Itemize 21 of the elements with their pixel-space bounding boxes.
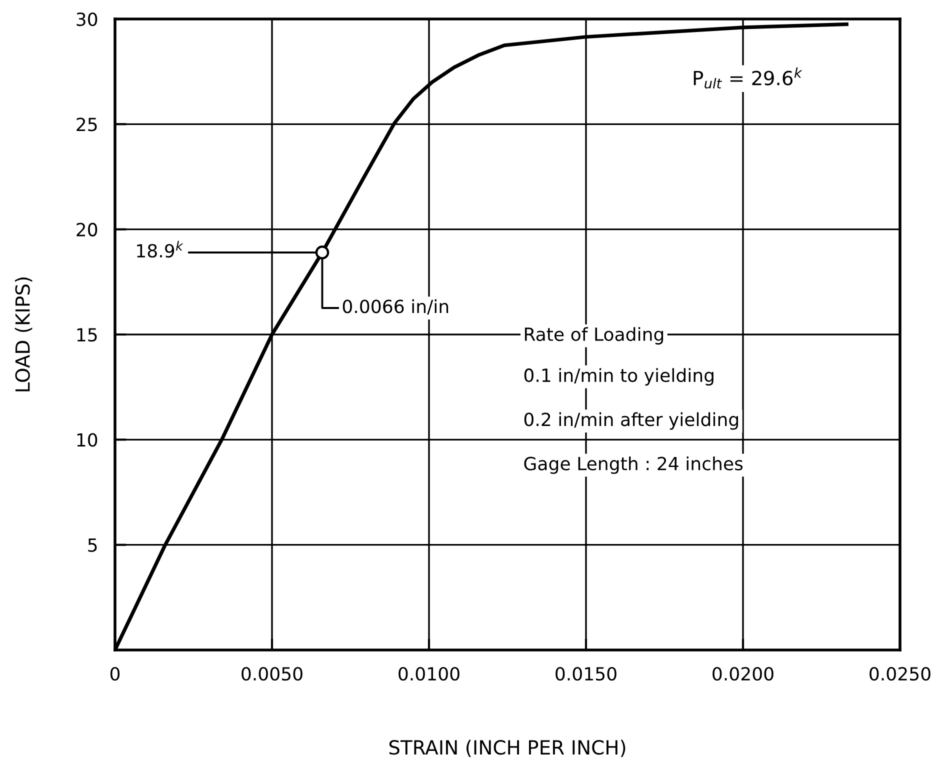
annotation: 18.9$^{k}$	[137, 240, 184, 258]
y-tick-label: 25	[76, 118, 97, 132]
annotation: P$_{ult}$ = 29.6$^{k}$	[694, 67, 802, 89]
x-tick-label: 0.0250	[870, 666, 930, 681]
x-tick-label: 0.0200	[712, 666, 774, 681]
x-tick-label: 0.0150	[556, 666, 616, 681]
x-tick-label: 0	[110, 666, 120, 681]
y-tick-label: 15	[77, 328, 97, 342]
y-axis-title: LOAD (KIPS)	[14, 278, 32, 392]
y-tick-label: 5	[88, 538, 97, 552]
y-tick-label: 20	[76, 222, 98, 236]
x-axis-title: STRAIN (INCH PER INCH)	[389, 740, 626, 758]
annotation: Gage Length : 24 inches	[524, 456, 743, 474]
annotation: Rate of Loading	[524, 327, 664, 345]
annotation: 0.0066 in/in	[342, 299, 448, 315]
x-tick-label: 0.0050	[242, 666, 302, 681]
y-tick-label: 30	[76, 12, 98, 26]
y-tick-label: 10	[77, 433, 98, 447]
annotation: 0.2 in/min after yielding	[524, 412, 738, 430]
annotation: 0.1 in/min to yielding	[524, 368, 714, 386]
x-tick-label: 0.0100	[398, 666, 460, 681]
